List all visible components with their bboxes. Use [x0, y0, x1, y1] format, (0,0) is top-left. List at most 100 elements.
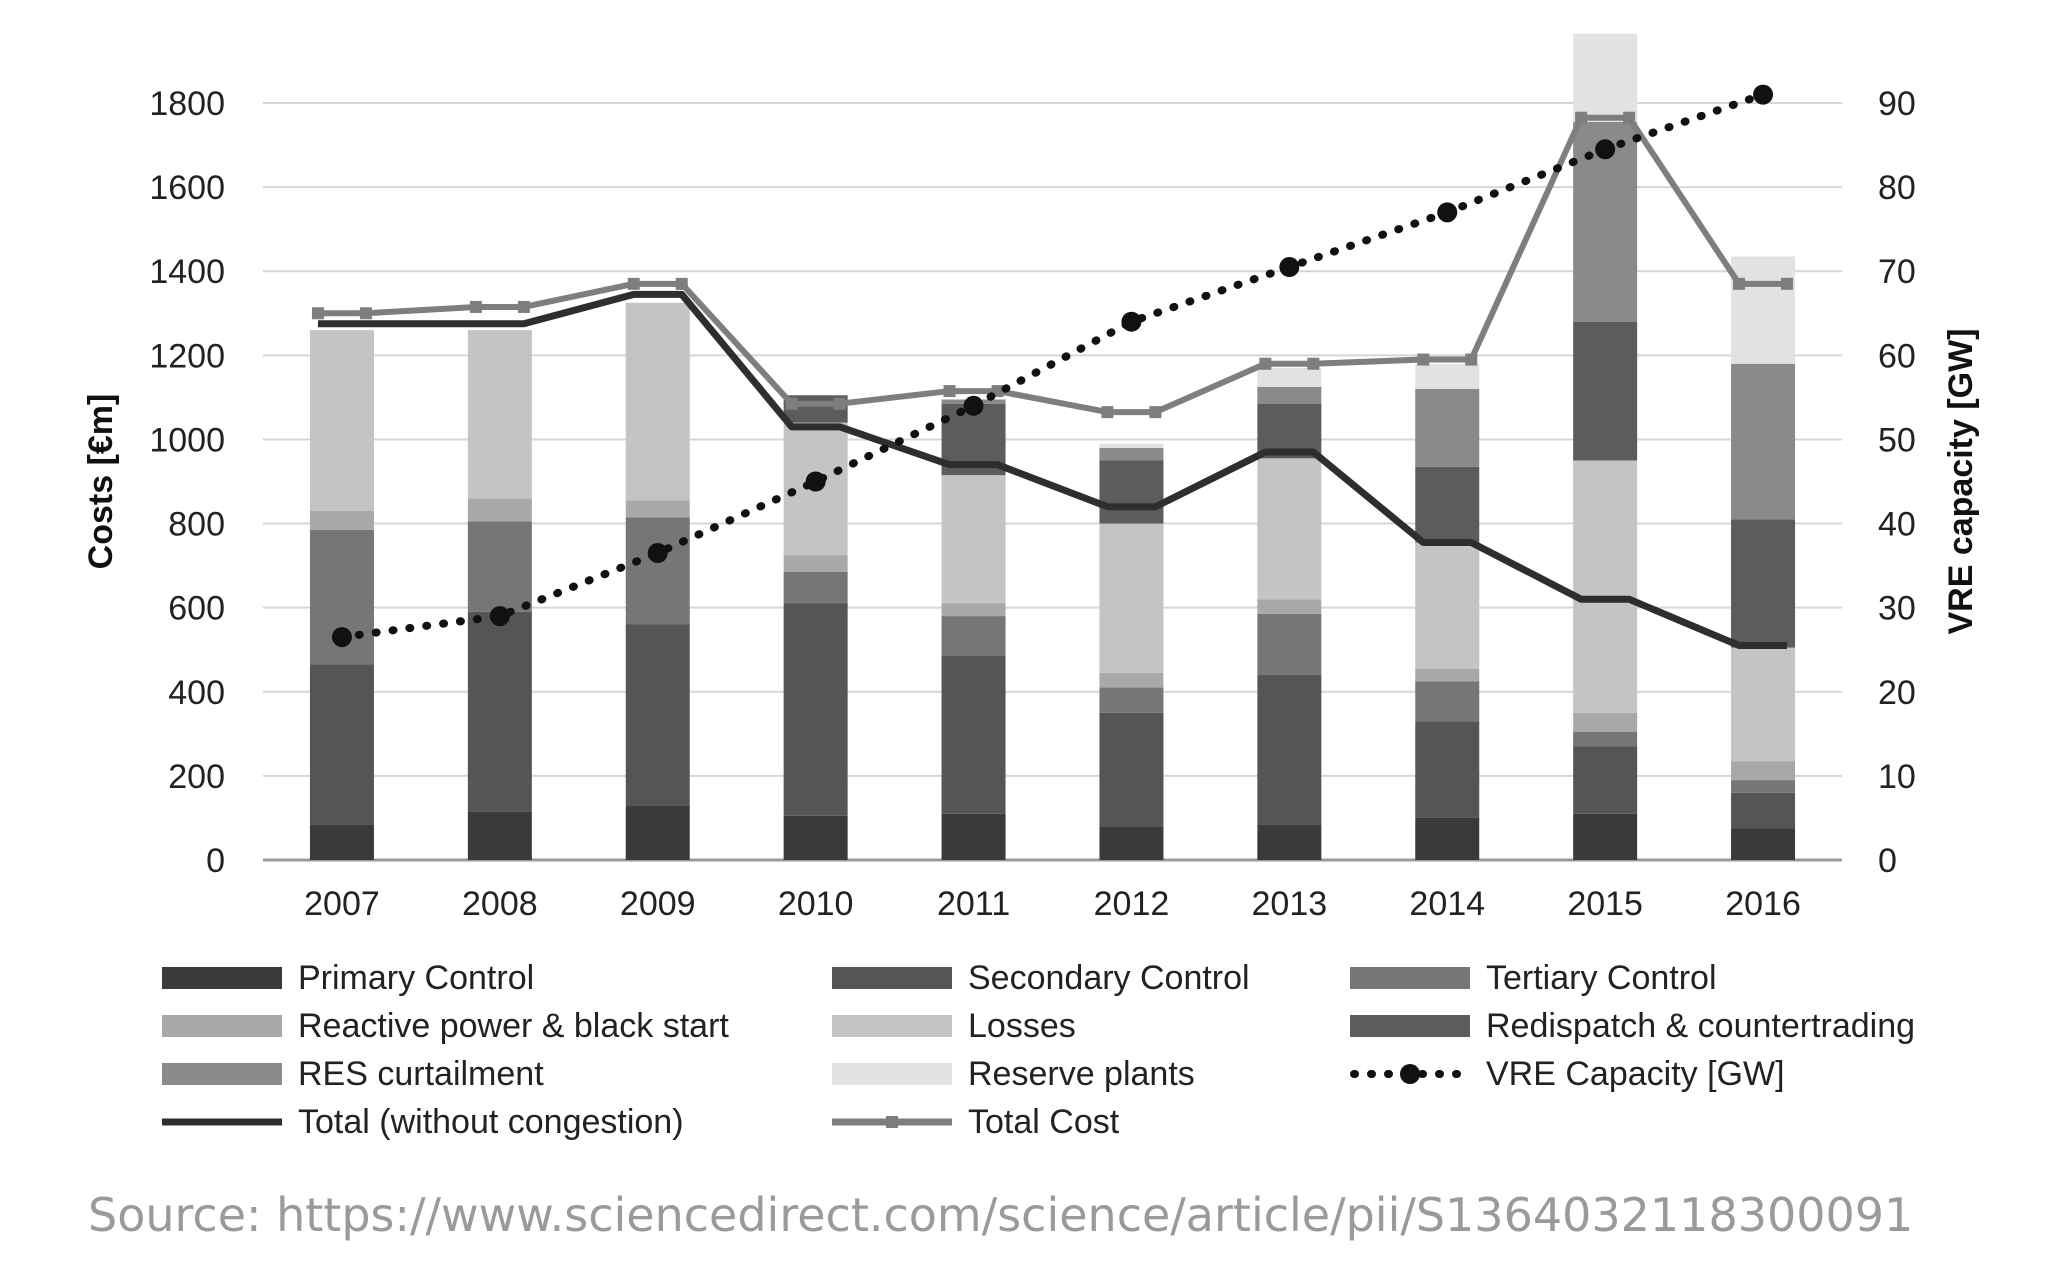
legend-reactive-power-black-start-label: Reactive power & black start — [298, 1007, 729, 1045]
vre-capacity-point — [1595, 139, 1616, 160]
bar-losses — [625, 302, 690, 501]
y-left-tick-label: 800 — [168, 506, 225, 544]
legend-res-curtailment-label: RES curtailment — [298, 1055, 544, 1093]
bar-losses — [1257, 458, 1322, 600]
legend-losses-swatch — [832, 1015, 952, 1037]
total-cost-marker — [785, 397, 798, 410]
bar-losses — [1731, 647, 1796, 762]
bar-reactive-power-black-start — [941, 603, 1006, 617]
bar-redispatch-countertrading — [1415, 466, 1480, 543]
vre-capacity-point — [647, 542, 668, 563]
y-left-tick-label: 1400 — [149, 253, 225, 291]
total-cost-marker — [1259, 357, 1272, 370]
legend-reserve-plants-swatch — [832, 1063, 952, 1085]
x-tick-label: 2009 — [620, 885, 696, 923]
y-left-tick-label: 1800 — [149, 85, 225, 123]
total-cost-marker — [517, 300, 530, 313]
bar-reactive-power-black-start — [1731, 761, 1796, 781]
legend-vre-capacity-gw-label: VRE Capacity [GW] — [1486, 1055, 1785, 1093]
bar-secondary-control — [1573, 746, 1638, 814]
total-cost-line — [317, 114, 1788, 416]
y-right-tick-label: 70 — [1878, 253, 1916, 291]
vre-capacity-point — [489, 606, 510, 627]
legend-vre-capacity-gw-marker — [1400, 1064, 1420, 1084]
bar-tertiary-control — [941, 616, 1006, 657]
bar-redispatch-countertrading — [1731, 519, 1796, 648]
legend-redispatch-countertrading-label: Redispatch & countertrading — [1486, 1007, 1915, 1045]
y-right-tick-label: 10 — [1878, 758, 1916, 796]
bar-losses — [1573, 460, 1638, 713]
total-cost-marker — [675, 277, 688, 290]
vre-capacity-point — [1121, 311, 1142, 332]
bar-primary-control — [1415, 817, 1480, 860]
x-tick-label: 2014 — [1409, 885, 1485, 923]
total-cost-marker — [469, 300, 482, 313]
x-tick-label: 2007 — [304, 885, 380, 923]
bar-reserve-plants — [1415, 363, 1480, 389]
bar-primary-control — [625, 805, 690, 860]
bar-reserve-plants — [1257, 367, 1322, 387]
bar-res-curtailment — [1257, 386, 1322, 404]
total-cost-marker — [1623, 111, 1636, 124]
legend-res-curtailment-swatch — [162, 1063, 282, 1085]
total-cost-marker — [1575, 111, 1588, 124]
legend-total-cost-label: Total Cost — [968, 1103, 1120, 1141]
bar-primary-control — [309, 824, 374, 860]
bar-primary-control — [941, 813, 1006, 860]
y-right-tick-label: 40 — [1878, 506, 1916, 544]
y-left-tick-label: 1000 — [149, 421, 225, 459]
y-left-tick-label: 1200 — [149, 337, 225, 375]
bar-reactive-power-black-start — [783, 555, 848, 572]
bar-losses — [1099, 523, 1164, 673]
bar-reactive-power-black-start — [1573, 712, 1638, 732]
source-caption: Source: https://www.sciencedirect.com/sc… — [88, 1188, 1914, 1242]
y-right-tick-label: 80 — [1878, 169, 1916, 207]
y-left-tick-label: 600 — [168, 590, 225, 628]
total-cost-marker — [1781, 277, 1794, 290]
x-tick-label: 2016 — [1725, 885, 1801, 923]
bar-reactive-power-black-start — [309, 510, 374, 530]
bar-losses — [467, 330, 532, 499]
bar-res-curtailment — [1731, 363, 1796, 520]
bar-res-curtailment — [1099, 447, 1164, 461]
bar-losses — [941, 475, 1006, 604]
legend-reserve-plants-label: Reserve plants — [968, 1055, 1195, 1093]
total-cost-marker — [1733, 277, 1746, 290]
bar-secondary-control — [1099, 712, 1164, 827]
bar-primary-control — [467, 811, 532, 860]
bar-secondary-control — [783, 603, 848, 816]
legend-primary-control-swatch — [162, 967, 282, 989]
x-tick-label: 2010 — [778, 885, 854, 923]
bar-tertiary-control — [1573, 731, 1638, 747]
legend-secondary-control-label: Secondary Control — [968, 959, 1250, 997]
legend-losses-label: Losses — [968, 1007, 1076, 1045]
y-left-tick-label: 400 — [168, 674, 225, 712]
x-tick-label: 2012 — [1094, 885, 1170, 923]
y-right-tick-label: 60 — [1878, 337, 1916, 375]
bar-secondary-control — [1257, 674, 1322, 825]
legend-primary-control-label: Primary Control — [298, 959, 534, 997]
bar-res-curtailment — [1415, 388, 1480, 467]
bar-primary-control — [1099, 826, 1164, 860]
bar-redispatch-countertrading — [1099, 460, 1164, 524]
bar-reserve-plants — [1099, 443, 1164, 448]
bar-reactive-power-black-start — [625, 500, 690, 518]
y-right-tick-label: 50 — [1878, 421, 1916, 459]
legend-total-without-congestion-label: Total (without congestion) — [298, 1103, 684, 1141]
bar-secondary-control — [625, 624, 690, 806]
x-tick-label: 2013 — [1252, 885, 1328, 923]
bar-reactive-power-black-start — [1415, 668, 1480, 682]
y-right-tick-label: 90 — [1878, 85, 1916, 123]
total-cost-marker — [1101, 406, 1114, 419]
vre-capacity-point — [963, 395, 984, 416]
bar-tertiary-control — [1415, 681, 1480, 722]
bar-secondary-control — [467, 611, 532, 812]
y-left-tick-label: 200 — [168, 758, 225, 796]
legend-tertiary-control-label: Tertiary Control — [1486, 959, 1717, 997]
y-left-tick-label: 0 — [206, 842, 225, 880]
total-cost-marker — [1149, 406, 1162, 419]
bar-secondary-control — [309, 664, 374, 825]
bar-losses — [1415, 542, 1480, 669]
total-cost-marker — [1417, 353, 1430, 366]
